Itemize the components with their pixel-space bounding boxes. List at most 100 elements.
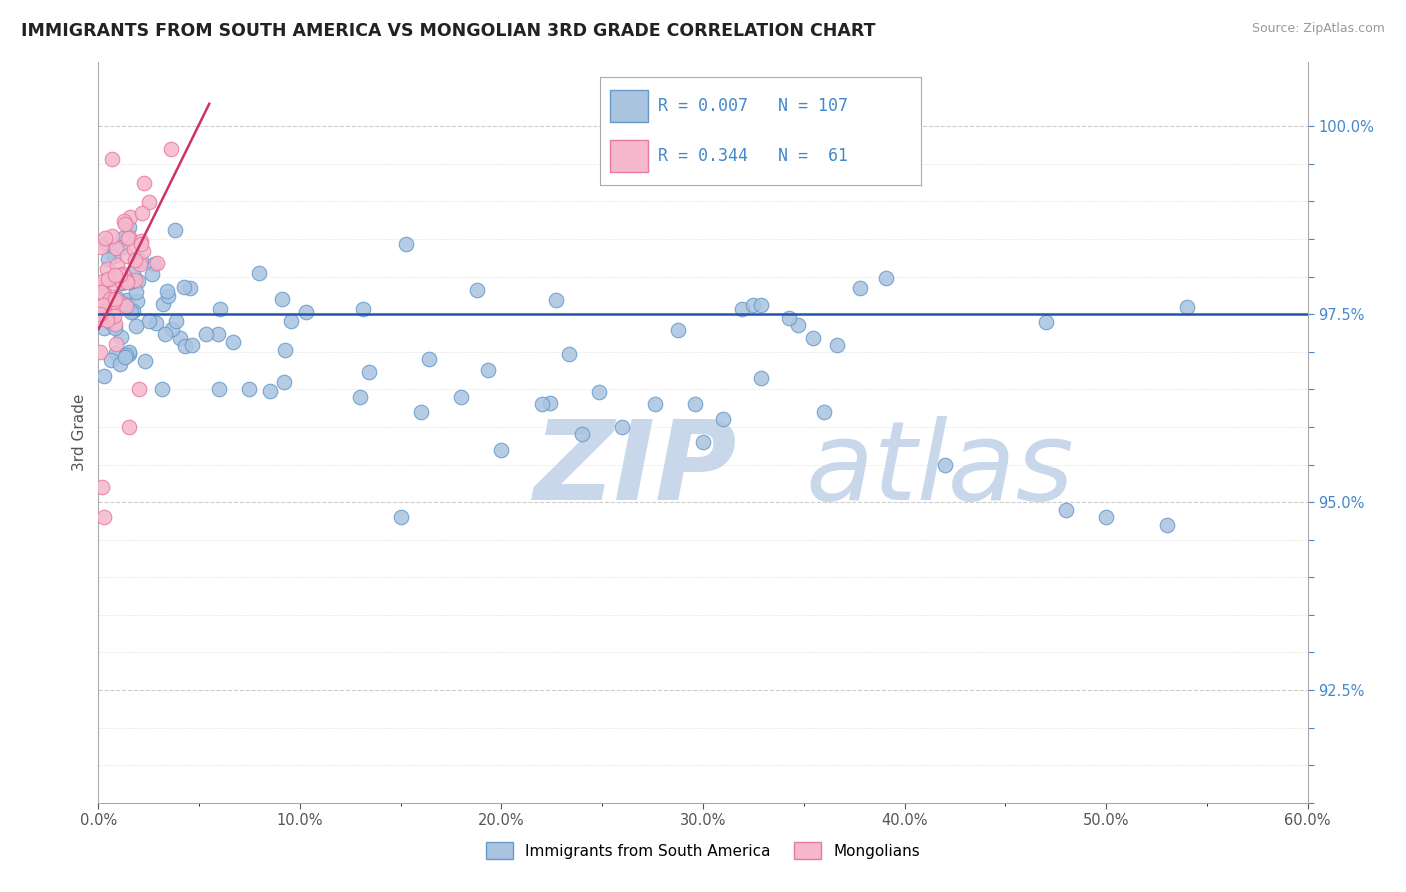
Point: [138, 194, 160, 209]
Point: [389, 510, 412, 524]
Point: [477, 363, 499, 377]
Point: [100, 353, 122, 368]
Point: [108, 268, 131, 282]
Point: [208, 301, 231, 316]
Point: [295, 305, 318, 319]
Point: [118, 347, 141, 361]
Point: [115, 271, 138, 285]
Point: [124, 242, 146, 256]
Point: [165, 314, 187, 328]
Point: [115, 348, 138, 362]
Point: [91, 298, 114, 312]
Point: [103, 309, 125, 323]
Point: [129, 257, 152, 271]
Point: [934, 458, 956, 472]
Point: [195, 327, 218, 342]
Point: [127, 274, 149, 288]
Point: [273, 375, 295, 389]
Point: [89, 309, 111, 323]
Point: [118, 345, 141, 359]
Point: [349, 390, 371, 404]
Point: [749, 298, 772, 312]
Point: [96, 313, 118, 327]
Point: [875, 271, 897, 285]
Point: [274, 343, 297, 357]
Point: [120, 304, 142, 318]
Point: [124, 253, 146, 268]
Point: [104, 336, 127, 351]
Point: [159, 142, 181, 156]
Text: ZIP: ZIP: [534, 417, 737, 523]
Point: [107, 294, 129, 309]
Point: [160, 322, 183, 336]
Point: [409, 405, 432, 419]
Point: [1054, 502, 1077, 516]
Point: [1156, 517, 1178, 532]
Point: [122, 303, 145, 318]
Point: [101, 228, 124, 243]
Point: [90, 285, 112, 299]
Point: [118, 220, 141, 235]
Point: [146, 255, 169, 269]
Point: [1035, 315, 1057, 329]
Point: [93, 291, 115, 305]
Point: [786, 318, 808, 333]
Text: IMMIGRANTS FROM SOUTH AMERICA VS MONGOLIAN 3RD GRADE CORRELATION CHART: IMMIGRANTS FROM SOUTH AMERICA VS MONGOLI…: [21, 22, 876, 40]
Point: [395, 237, 418, 252]
Point: [112, 213, 135, 227]
Point: [571, 427, 593, 442]
Point: [491, 442, 513, 457]
Point: [121, 274, 143, 288]
Point: [112, 267, 135, 281]
Point: [153, 327, 176, 342]
Point: [105, 241, 128, 255]
Text: atlas: atlas: [806, 417, 1074, 523]
Point: [666, 324, 689, 338]
Point: [131, 244, 153, 258]
Point: [465, 283, 488, 297]
Point: [155, 284, 177, 298]
Point: [128, 383, 150, 397]
Point: [110, 275, 132, 289]
Point: [118, 420, 141, 434]
Point: [122, 266, 145, 280]
Point: [101, 276, 124, 290]
Point: [538, 395, 561, 409]
Point: [352, 301, 374, 316]
Point: [692, 435, 714, 450]
Point: [163, 223, 186, 237]
Point: [247, 266, 270, 280]
Text: Source: ZipAtlas.com: Source: ZipAtlas.com: [1251, 22, 1385, 36]
Point: [104, 268, 127, 282]
Point: [93, 310, 115, 325]
Point: [270, 293, 292, 307]
Point: [111, 240, 134, 254]
Point: [208, 383, 231, 397]
Point: [115, 249, 138, 263]
Point: [89, 312, 111, 326]
Point: [104, 346, 127, 360]
Point: [93, 321, 115, 335]
Point: [530, 397, 553, 411]
Point: [96, 262, 118, 277]
Point: [97, 271, 120, 285]
Point: [104, 320, 127, 334]
Point: [145, 316, 167, 330]
Point: [97, 252, 120, 266]
Point: [98, 315, 121, 329]
Point: [825, 338, 848, 352]
Point: [89, 344, 111, 359]
Point: [174, 339, 197, 353]
Point: [127, 293, 149, 308]
Point: [117, 231, 139, 245]
Point: [157, 289, 180, 303]
Point: [94, 236, 117, 251]
Point: [98, 293, 121, 307]
Point: [93, 368, 115, 383]
Point: [91, 480, 114, 494]
Point: [141, 267, 163, 281]
Point: [118, 230, 141, 244]
Point: [711, 412, 734, 426]
Point: [778, 310, 800, 325]
Point: [115, 275, 138, 289]
